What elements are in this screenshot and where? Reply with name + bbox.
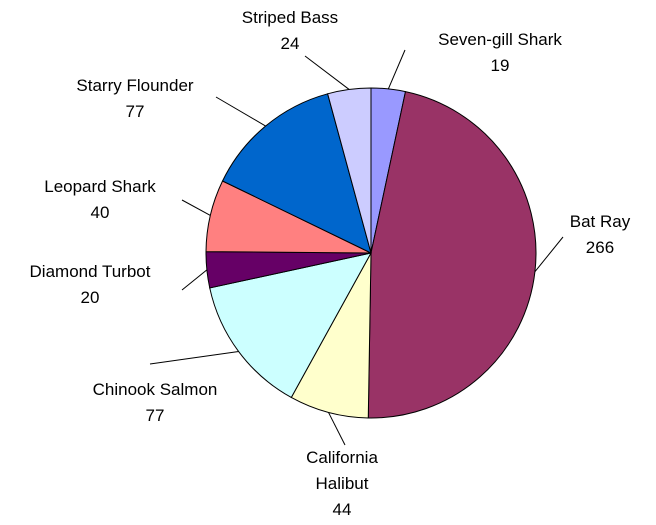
value-label: 40 bbox=[90, 203, 110, 222]
category-label: Starry Flounder bbox=[76, 76, 194, 95]
category-label: Chinook Salmon bbox=[92, 380, 218, 399]
value-label: 44 bbox=[332, 500, 352, 519]
category-label: Bat Ray bbox=[569, 212, 631, 231]
slice-label: Striped Bass 24 bbox=[242, 5, 338, 57]
category-label: California Halibut bbox=[306, 448, 378, 493]
leader-line bbox=[181, 269, 208, 291]
value-label: 266 bbox=[585, 238, 615, 257]
pie-slice bbox=[327, 87, 372, 254]
slice-label: Leopard Shark 40 bbox=[44, 174, 156, 226]
pie-slice bbox=[367, 91, 537, 419]
slice-label: Diamond Turbot 20 bbox=[30, 259, 151, 311]
leader-line bbox=[328, 412, 346, 446]
leader-line bbox=[149, 351, 239, 365]
slice-label: Bat Ray 266 bbox=[570, 209, 630, 261]
slice-label: Chinook Salmon 77 bbox=[93, 377, 218, 429]
category-label: Diamond Turbot bbox=[29, 262, 151, 281]
value-label: 24 bbox=[280, 34, 300, 53]
leader-line bbox=[304, 55, 350, 90]
slice-label: Starry Flounder 77 bbox=[76, 73, 193, 125]
value-label: 77 bbox=[125, 102, 145, 121]
value-label: 77 bbox=[145, 406, 165, 425]
slice-label: California Halibut 44 bbox=[292, 445, 392, 523]
leader-line bbox=[534, 236, 564, 273]
leader-line bbox=[215, 96, 266, 127]
pie-slice bbox=[221, 93, 372, 254]
value-label: 19 bbox=[490, 56, 510, 75]
category-label: Striped Bass bbox=[241, 8, 339, 27]
leader-line bbox=[387, 49, 406, 90]
category-label: Leopard Shark bbox=[44, 177, 156, 196]
slice-label: Seven-gill Shark 19 bbox=[438, 27, 562, 79]
leader-line bbox=[181, 199, 211, 216]
category-label: Seven-gill Shark bbox=[438, 30, 562, 49]
value-label: 20 bbox=[80, 288, 100, 307]
